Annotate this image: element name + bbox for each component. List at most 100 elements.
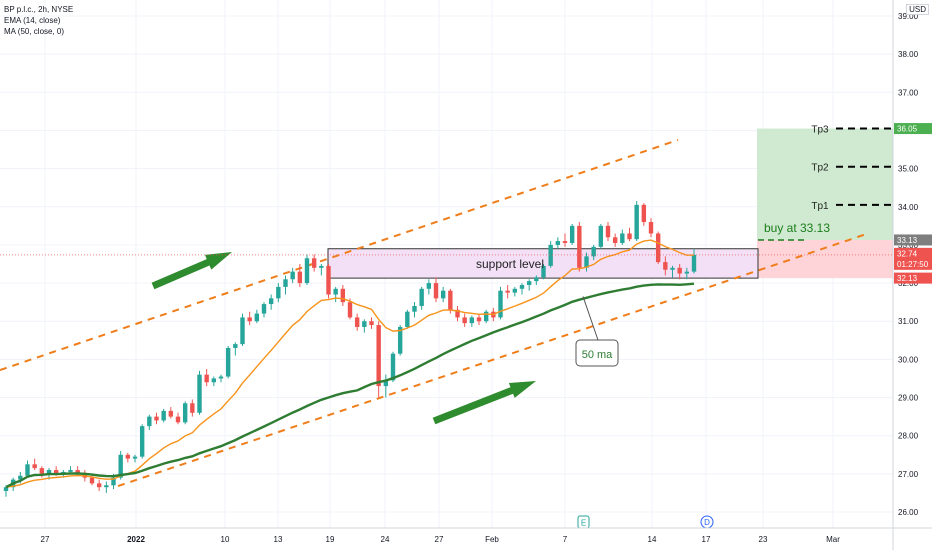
candle-body[interactable] — [111, 477, 116, 486]
candle-body[interactable] — [254, 313, 260, 322]
candle-body[interactable] — [620, 233, 625, 244]
candle-body[interactable] — [648, 222, 654, 234]
candle-body[interactable] — [319, 265, 324, 268]
candle-body[interactable] — [684, 271, 690, 274]
candle-body[interactable] — [347, 302, 353, 318]
candle-body[interactable] — [362, 321, 367, 327]
candle-body[interactable] — [333, 288, 338, 295]
trend-arrow-left[interactable] — [151, 252, 232, 290]
candle-body[interactable] — [383, 380, 389, 387]
candle-body[interactable] — [104, 485, 109, 488]
candle-body[interactable] — [663, 262, 668, 270]
candle-body[interactable] — [311, 258, 317, 268]
candle-body[interactable] — [433, 283, 439, 299]
candle-body[interactable] — [448, 290, 453, 310]
candle-body[interactable] — [340, 288, 346, 303]
candle-body[interactable] — [498, 290, 503, 318]
candle-body[interactable] — [18, 475, 23, 480]
candle-body[interactable] — [634, 204, 639, 240]
candle-body[interactable] — [641, 204, 647, 223]
candle-body[interactable] — [412, 305, 417, 312]
candle-body[interactable] — [233, 344, 238, 348]
candle-body[interactable] — [132, 456, 138, 459]
candle-body[interactable] — [541, 265, 546, 278]
candle-body[interactable] — [562, 241, 568, 244]
candle-body[interactable] — [605, 225, 611, 238]
candle-body[interactable] — [147, 416, 152, 427]
candle-body[interactable] — [512, 288, 518, 293]
candle-body[interactable] — [211, 378, 217, 383]
candle-body[interactable] — [304, 258, 310, 284]
candle-body[interactable] — [569, 225, 575, 244]
candle-body[interactable] — [225, 347, 231, 377]
currency-badge[interactable]: USD — [906, 4, 929, 15]
candle-body[interactable] — [297, 271, 303, 284]
candle-body[interactable] — [75, 470, 80, 474]
candle-body[interactable] — [519, 284, 525, 289]
candle-body[interactable] — [290, 271, 295, 280]
candle-body[interactable] — [68, 470, 73, 472]
candle-body[interactable] — [534, 277, 539, 282]
candle-body[interactable] — [190, 403, 195, 413]
candle-body[interactable] — [125, 454, 131, 459]
candle-body[interactable] — [426, 283, 432, 289]
candle-body[interactable] — [197, 374, 202, 413]
candle-body[interactable] — [96, 483, 102, 488]
candle-body[interactable] — [577, 225, 582, 268]
candle-body[interactable] — [405, 311, 410, 327]
candle-body[interactable] — [462, 317, 467, 324]
candle-body[interactable] — [283, 279, 288, 287]
candle-body[interactable] — [25, 464, 30, 476]
candle-body[interactable] — [584, 256, 589, 268]
candle-body[interactable] — [612, 237, 618, 244]
candle-body[interactable] — [555, 241, 561, 245]
ma-callout-box[interactable] — [575, 339, 619, 367]
candle-body[interactable] — [397, 326, 403, 354]
candle-body[interactable] — [369, 321, 374, 326]
chart-legend: BP p.l.c., 2h, NYSE EMA (14, close) MA (… — [4, 4, 73, 37]
candle-body[interactable] — [326, 265, 331, 295]
candle-body[interactable] — [419, 288, 424, 306]
candle-body[interactable] — [598, 225, 604, 247]
candle-body[interactable] — [390, 353, 396, 381]
candle-body[interactable] — [168, 410, 174, 417]
candle-body[interactable] — [548, 244, 553, 266]
candle-body[interactable] — [89, 477, 95, 484]
candle-body[interactable] — [469, 317, 475, 324]
candle-body[interactable] — [39, 468, 45, 474]
candle-body[interactable] — [627, 233, 632, 240]
candle-body[interactable] — [677, 267, 682, 274]
candle-body[interactable] — [526, 281, 532, 285]
candle-body[interactable] — [354, 317, 360, 327]
candle-body[interactable] — [261, 304, 267, 314]
candle-body[interactable] — [247, 317, 252, 322]
candle-body[interactable] — [268, 298, 274, 305]
candle-body[interactable] — [118, 454, 123, 478]
candle-body[interactable] — [691, 254, 697, 272]
candle-body[interactable] — [154, 416, 159, 421]
candle-body[interactable] — [440, 290, 446, 299]
candle-body[interactable] — [3, 487, 9, 492]
candle-body[interactable] — [161, 410, 166, 421]
trend-arrow-right[interactable] — [432, 381, 536, 425]
channel-lower-line[interactable] — [117, 232, 869, 488]
candle-body[interactable] — [175, 416, 181, 423]
candle-body[interactable] — [591, 246, 596, 257]
candle-body[interactable] — [483, 311, 489, 322]
candle-body[interactable] — [670, 267, 675, 270]
candle-body[interactable] — [46, 470, 52, 474]
candle-body[interactable] — [505, 290, 510, 293]
candle-body[interactable] — [455, 309, 460, 318]
candle-body[interactable] — [376, 325, 381, 387]
candle-body[interactable] — [276, 286, 281, 299]
candle-body[interactable] — [139, 426, 145, 457]
candle-body[interactable] — [53, 470, 59, 474]
candle-body[interactable] — [655, 233, 661, 263]
candle-body[interactable] — [32, 464, 37, 469]
candle-body[interactable] — [204, 374, 209, 383]
candle-body[interactable] — [182, 403, 188, 423]
candle-body[interactable] — [476, 317, 482, 322]
candle-body[interactable] — [218, 376, 224, 379]
candle-body[interactable] — [240, 317, 245, 345]
